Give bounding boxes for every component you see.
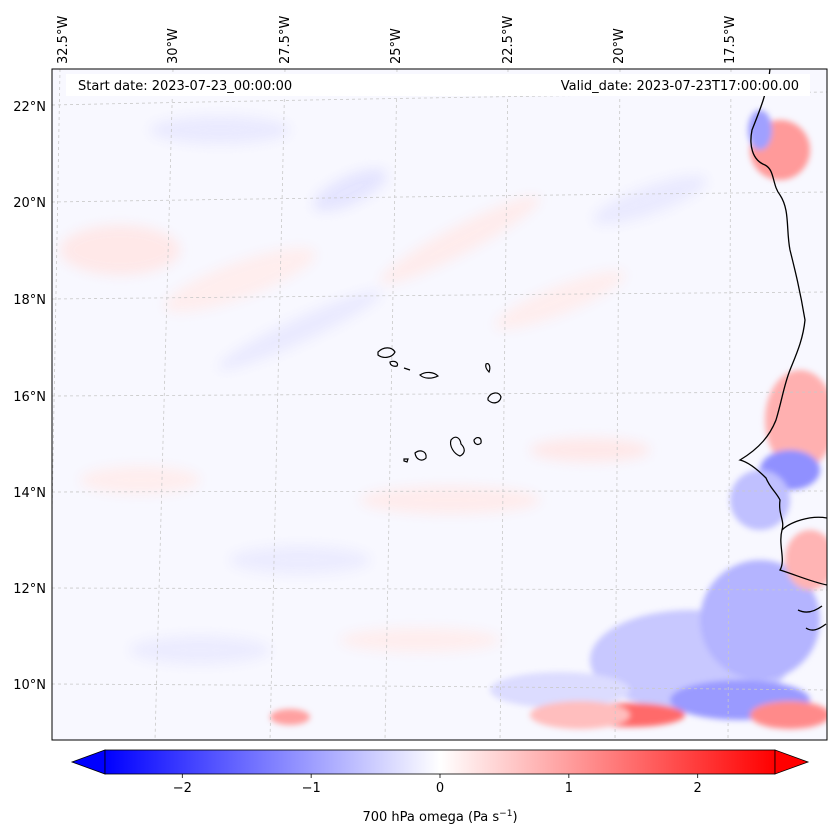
parallel-line — [52, 391, 827, 397]
meridian-line — [154, 69, 174, 740]
meridian-line — [614, 69, 621, 740]
parallel-line — [52, 191, 827, 203]
lon-label: 32.5°W — [56, 16, 71, 64]
coast-detail — [805, 623, 827, 631]
island — [414, 450, 427, 461]
lon-label: 30°W — [166, 28, 181, 64]
guinea-coast — [779, 529, 827, 586]
colorbar-high-extend — [774, 749, 810, 775]
meridian-line — [499, 69, 509, 740]
island — [487, 392, 502, 404]
colorbar-tick-label: 2 — [694, 781, 702, 796]
graticule — [52, 69, 827, 740]
island — [419, 371, 440, 379]
latitude-labels: 22°N 20°N 18°N 16°N 14°N 12°N 10°N — [13, 100, 46, 693]
parallel-line — [52, 683, 827, 691]
lat-label: 22°N — [13, 100, 46, 115]
header-box — [66, 74, 810, 96]
colorbar: −2 −1 0 1 2 700 hPa omega (Pa s−1) — [70, 749, 810, 825]
lon-label: 20°W — [612, 28, 627, 64]
lat-label: 12°N — [13, 582, 46, 597]
island — [473, 437, 482, 446]
lon-label: 17.5°W — [723, 16, 738, 64]
parallel-line — [52, 587, 827, 591]
start-date-label: Start date: 2023-07-23_00:00:00 — [78, 79, 292, 94]
colorbar-tick-label: 0 — [436, 781, 444, 796]
coastline — [738, 69, 827, 631]
cape-verde-islands — [377, 347, 502, 463]
valid-date-label: Valid_date: 2023-07-23T17:00:00.00 — [561, 79, 799, 94]
island — [403, 367, 411, 371]
island — [389, 360, 399, 367]
colorbar-gradient — [104, 749, 776, 775]
colorbar-low-extend — [70, 749, 106, 775]
lat-label: 10°N — [13, 678, 46, 693]
lat-label: 18°N — [13, 293, 46, 308]
lon-label: 22.5°W — [501, 16, 516, 64]
colorbar-label: 700 hPa omega (Pa s−1) — [362, 809, 517, 825]
coast-detail — [797, 605, 823, 613]
island — [485, 362, 491, 374]
colorbar-ticks: −2 −1 0 1 2 — [173, 774, 702, 796]
omega-field — [60, 110, 827, 729]
lon-label: 25°W — [389, 28, 404, 64]
parallel-line — [52, 91, 827, 106]
lat-label: 16°N — [13, 390, 46, 405]
longitude-labels: 32.5°W 30°W 27.5°W 25°W 22.5°W 20°W 17.5… — [56, 16, 738, 64]
colorbar-tick-label: −1 — [302, 781, 321, 796]
colorbar-tick-label: 1 — [565, 781, 573, 796]
island — [403, 458, 409, 463]
colorbar-tick-label: −2 — [173, 781, 192, 796]
meridian-line — [269, 69, 286, 740]
lat-label: 14°N — [13, 486, 46, 501]
map-frame — [51, 68, 828, 741]
island — [449, 436, 465, 457]
mainland-coast — [738, 69, 827, 531]
meridian-line — [727, 69, 732, 740]
island — [377, 347, 396, 358]
lat-label: 20°N — [13, 196, 46, 211]
parallel-line — [52, 291, 827, 300]
meridian-line — [384, 69, 398, 740]
lon-label: 27.5°W — [278, 16, 293, 64]
parallel-line — [52, 490, 827, 493]
